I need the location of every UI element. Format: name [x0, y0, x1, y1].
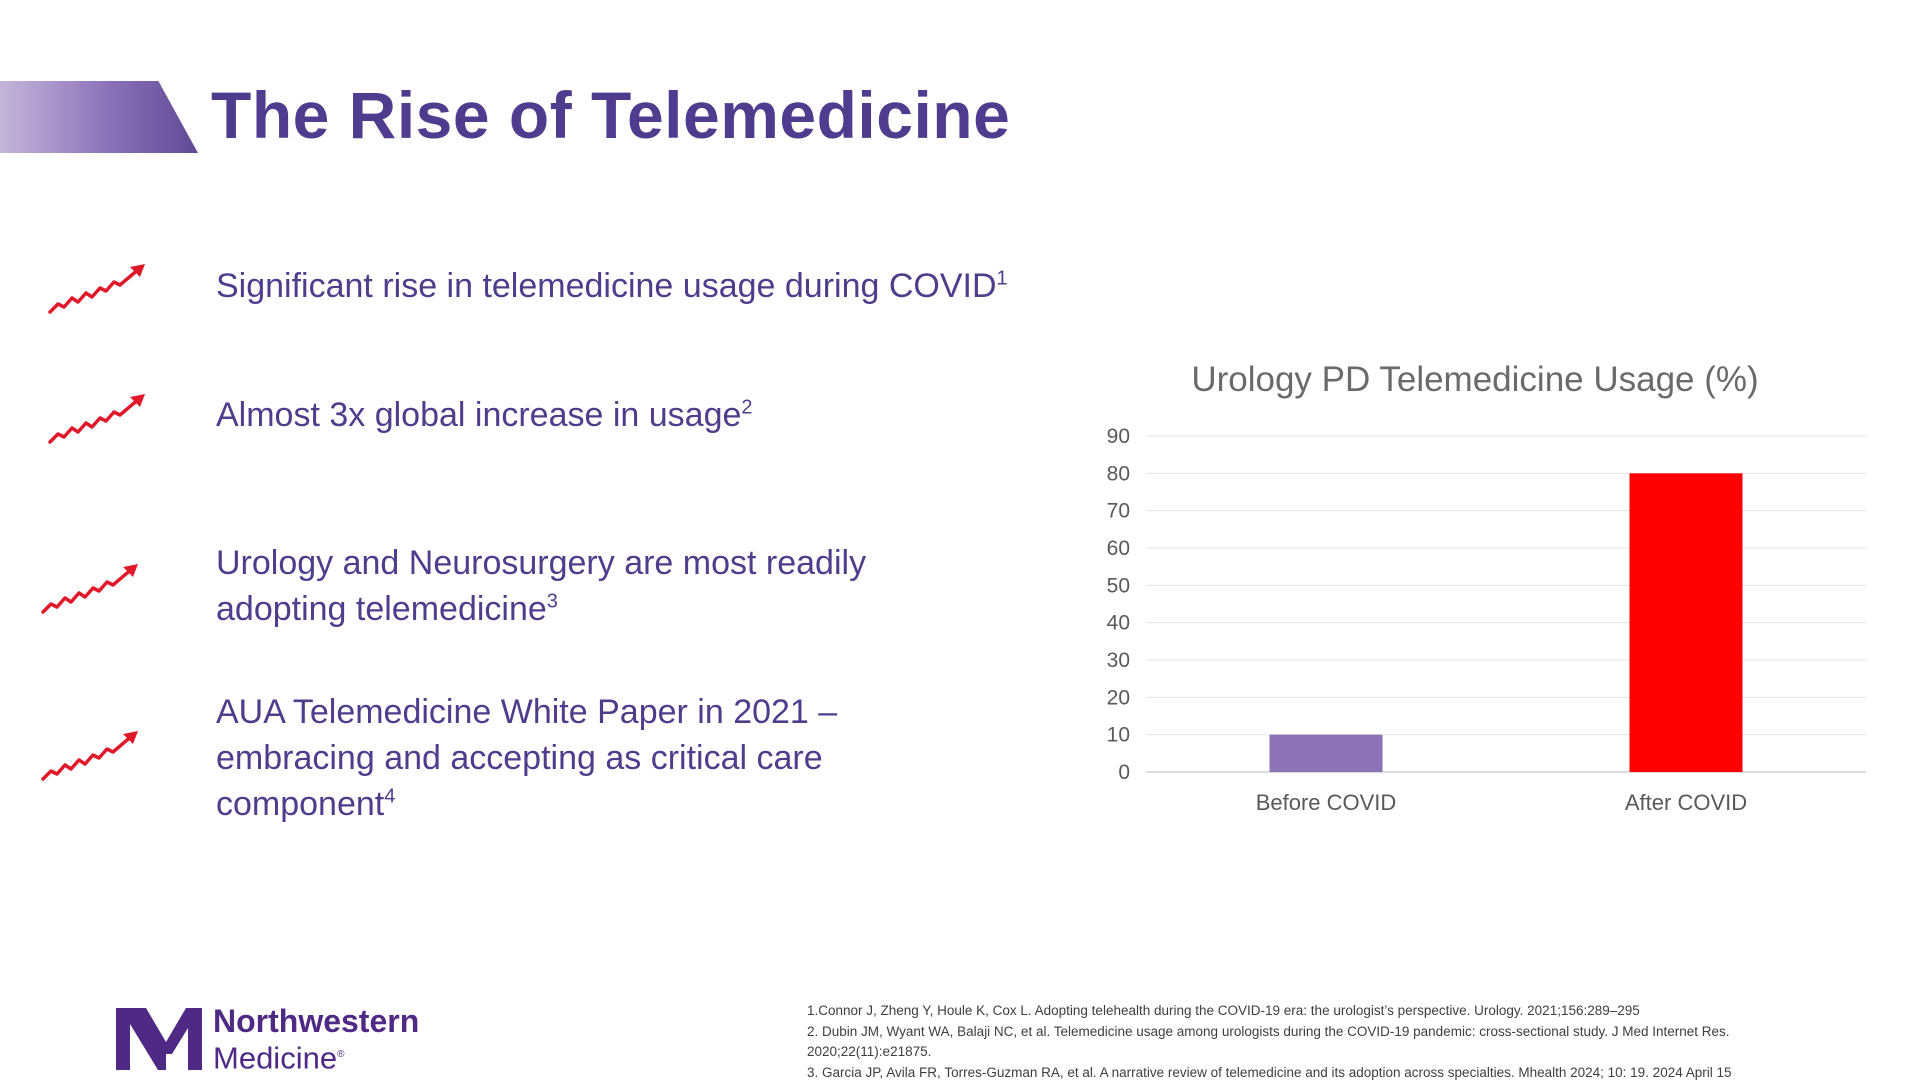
nm-logo-mark-icon	[116, 1008, 202, 1070]
bar-after-covid	[1629, 473, 1743, 772]
trend-up-arrow-icon	[41, 564, 138, 614]
y-tick-label: 50	[1107, 574, 1130, 597]
logo-text-medicine: Medicine®	[213, 1038, 344, 1075]
chart-title: Urology PD Telemedicine Usage (%)	[1191, 360, 1759, 399]
bullet-text-line: AUA Telemedicine White Paper in 2021 –	[216, 693, 838, 731]
reference-line: 1.Connor J, Zheng Y, Houle K, Cox L. Ado…	[807, 1003, 1640, 1018]
trend-up-arrow-icon	[48, 264, 145, 314]
bullet-footnote-ref: 4	[384, 785, 396, 808]
y-tick-label: 30	[1107, 649, 1130, 672]
registered-mark: ®	[337, 1049, 345, 1060]
logo-text-medicine-word: Medicine	[213, 1040, 338, 1076]
bullet-text-line: Urology and Neurosurgery are most readil…	[216, 544, 867, 582]
bar-chart: 0 10 20 30 40 50 60 70 80 90 Before COVID After COV…	[1060, 415, 1880, 850]
y-tick-label: 0	[1118, 761, 1130, 784]
bullet-text-line: adopting telemedicine	[216, 590, 547, 628]
chart-svg: 0 10 20 30 40 50 60 70 80 90 Before COVID After COV…	[1107, 425, 1866, 815]
x-tick-label: After COVID	[1625, 790, 1747, 815]
title-accent-band	[0, 81, 198, 153]
slide-title: The Rise of Telemedicine	[211, 78, 1011, 152]
bullet-text: Significant rise in telemedicine usage d…	[216, 263, 1008, 309]
bullet-text: Urology and Neurosurgery are most readil…	[216, 540, 866, 632]
bar-before-covid	[1269, 734, 1383, 772]
trend-up-arrow-icon	[48, 394, 145, 444]
logo-text-northwestern: Northwestern	[213, 1003, 420, 1039]
reference-line: 3. Garcia JP, Avila FR, Torres-Guzman RA…	[807, 1064, 1732, 1080]
y-tick-label: 70	[1107, 500, 1130, 523]
bullet-footnote-ref: 1	[996, 267, 1008, 290]
y-tick-label: 80	[1107, 462, 1130, 485]
bullet-footnote-ref: 3	[546, 590, 558, 613]
bullet-text-line: embracing and accepting as critical care	[216, 739, 823, 777]
x-tick-label: Before COVID	[1256, 790, 1397, 815]
bullet-text-main: Almost 3x global increase in usage	[216, 396, 742, 434]
bullet-text: Almost 3x global increase in usage2	[216, 392, 753, 438]
y-tick-label: 10	[1107, 724, 1130, 747]
bullet-text-main: Significant rise in telemedicine usage d…	[216, 267, 997, 305]
y-tick-label: 60	[1107, 537, 1130, 560]
y-tick-label: 90	[1107, 425, 1130, 448]
reference-line: 2. Dubin JM, Wyant WA, Balaji NC, et al.…	[807, 1023, 1730, 1039]
bullet-footnote-ref: 2	[741, 396, 753, 419]
bullet-text: AUA Telemedicine White Paper in 2021 – e…	[216, 689, 837, 827]
y-tick-label: 40	[1107, 612, 1130, 635]
references: 1.Connor J, Zheng Y, Houle K, Cox L. Ado…	[807, 1001, 1872, 1080]
bullet-text-line: component	[216, 785, 385, 823]
y-tick-label: 20	[1107, 686, 1130, 709]
northwestern-medicine-logo: Northwestern Medicine®	[116, 1003, 446, 1075]
reference-line: 2020;22(11):e21875.	[807, 1044, 932, 1059]
trend-up-arrow-icon	[41, 731, 138, 781]
